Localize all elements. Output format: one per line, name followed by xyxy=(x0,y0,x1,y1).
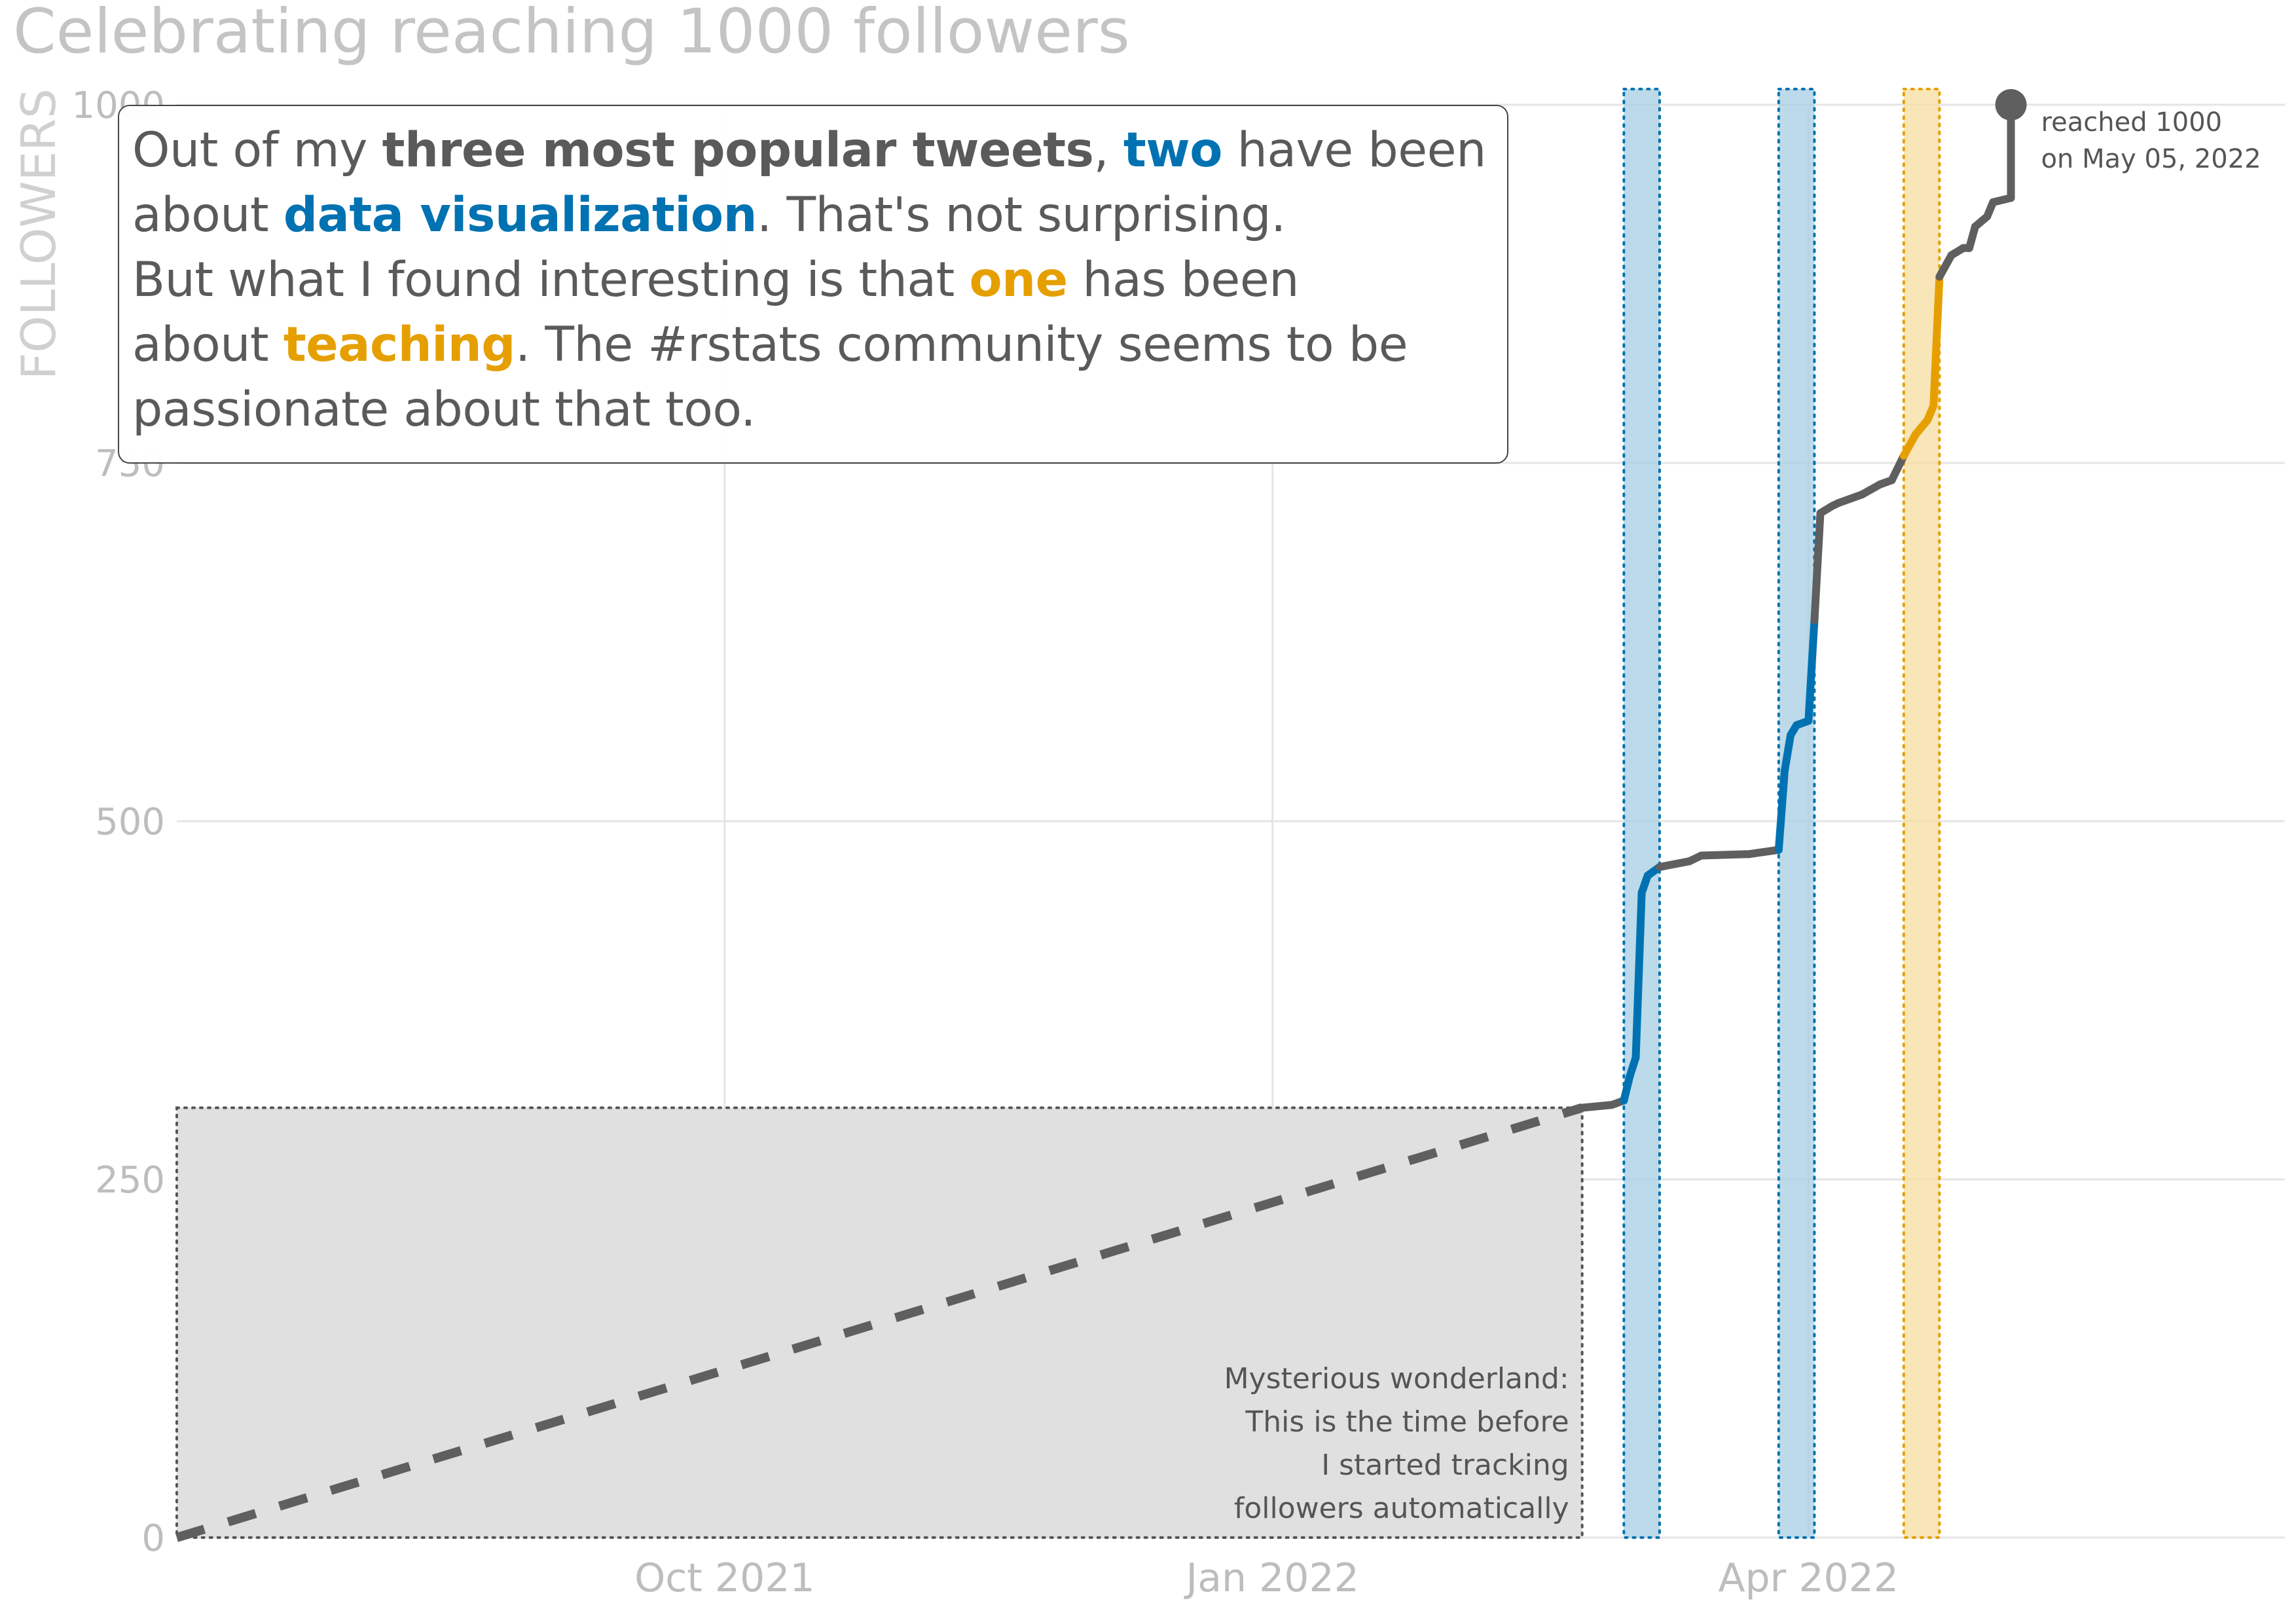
callout-emphasis-popular-tweets: three most popular tweets xyxy=(382,122,1094,178)
callout-text: passionate about that too. xyxy=(132,382,756,437)
endpoint-marker xyxy=(1995,89,2027,120)
wonderland-annotation-line: followers automatically xyxy=(1234,1492,1569,1525)
highlight-band-teaching xyxy=(1902,88,1941,1539)
x-tick-label: Oct 2021 xyxy=(634,1555,815,1601)
line-segment xyxy=(1655,857,1694,872)
line-segment xyxy=(1887,452,1908,485)
line-segment-teaching xyxy=(1899,430,1920,460)
callout-text: has been xyxy=(1067,252,1300,308)
y-axis-label: FOLLOWERS xyxy=(11,88,66,380)
endpoint-label: reached 1000 xyxy=(2041,107,2223,138)
annotations: reached 1000 on May 05, 2022 Mysterious wo… xyxy=(1224,107,2261,1525)
line-segment-data-visualization xyxy=(1780,731,1795,775)
callout-line-5: passionate about that too. xyxy=(132,377,1494,442)
callout-text: have been xyxy=(1222,122,1487,178)
callout-emphasis-two: two xyxy=(1123,122,1223,178)
callout-line-4: about teaching. The #rstats community se… xyxy=(132,312,1494,377)
mysterious-wonderland-region xyxy=(175,1106,1584,1539)
callout-box: Out of my three most popular tweets, two… xyxy=(118,105,1508,464)
line-segment xyxy=(1810,509,1825,625)
wonderland-annotation-line: Mysterious wonderland: xyxy=(1224,1362,1569,1395)
callout-text: But what I found interesting is that xyxy=(132,252,970,308)
line-segment xyxy=(1745,845,1783,858)
line-segment-teaching xyxy=(1929,272,1944,410)
line-segment xyxy=(1697,850,1753,860)
highlight-band-data-visualization xyxy=(1622,88,1661,1539)
endpoint-label: on May 05, 2022 xyxy=(2041,144,2261,174)
y-tick-label: 500 xyxy=(95,801,165,843)
callout-text: about xyxy=(132,317,283,373)
callout-line-2: about data visualization. That's not sur… xyxy=(132,183,1494,248)
callout-text: . The #rstats community seems to be xyxy=(515,317,1408,373)
callout-text: about xyxy=(132,187,283,243)
x-tick-label: Jan 2022 xyxy=(1184,1555,1359,1601)
x-tick-label: Apr 2022 xyxy=(1719,1555,1899,1601)
chart-title: Celebrating reaching 1000 followers xyxy=(13,0,1130,67)
line-segment-data-visualization xyxy=(1774,767,1789,854)
y-tick-label: 250 xyxy=(95,1159,165,1202)
callout-emphasis-data-visualization: data visualization xyxy=(283,187,757,243)
line-segment xyxy=(1578,1101,1616,1112)
wonderland-annotation-line: This is the time before xyxy=(1245,1405,1569,1439)
y-tick-label: 0 xyxy=(141,1517,165,1560)
line-segment-data-visualization xyxy=(1804,616,1819,725)
line-segment-data-visualization xyxy=(1620,1072,1634,1105)
callout-text: , xyxy=(1093,122,1123,178)
line-segment xyxy=(1935,251,1956,281)
callout-emphasis-one: one xyxy=(969,252,1068,308)
series-lines xyxy=(175,89,2027,1542)
callout-line-3: But what I found interesting is that one… xyxy=(132,248,1494,312)
line-segment-data-visualization xyxy=(1631,889,1646,1062)
callout-emphasis-teaching: teaching xyxy=(283,317,516,373)
wonderland-annotation-line: I started tracking xyxy=(1321,1449,1569,1482)
shaded-region xyxy=(175,1106,1584,1539)
callout-line-1: Out of my three most popular tweets, two… xyxy=(132,118,1494,183)
callout-text: . That's not surprising. xyxy=(757,187,1286,243)
line-segment xyxy=(1834,490,1867,507)
callout-text: Out of my xyxy=(132,122,382,178)
